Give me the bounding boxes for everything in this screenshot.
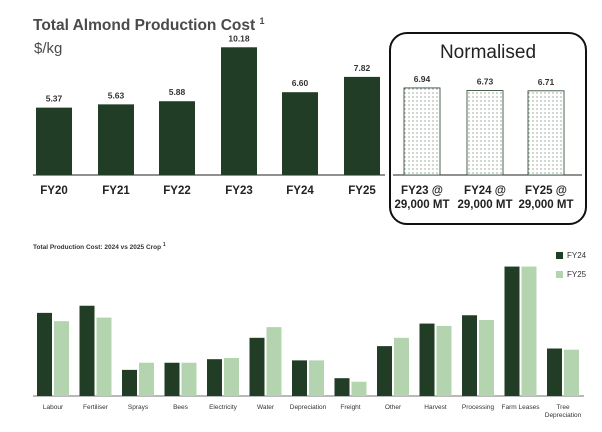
bar-fy24-processing (462, 315, 477, 396)
x-tick-label: FY25 @ (525, 185, 567, 197)
x-tick-label: FY23 @ (401, 185, 443, 197)
data-label: 6.71 (538, 77, 555, 87)
bar-fy25-labour (54, 321, 69, 396)
bar-fy25-depreciation (309, 360, 324, 396)
x-tick-label: 29,000 MT (458, 199, 513, 211)
x-tick-label: FY22 (163, 185, 191, 197)
bar-fy24 (282, 92, 318, 175)
bar-normalised-1 (403, 87, 441, 176)
x-tick-label: Processing (462, 404, 495, 411)
bar-fy24-labour (37, 312, 52, 396)
bar-fy20 (36, 107, 72, 175)
bottom-chart-title: Total Production Cost: 2024 vs 2025 Crop… (33, 242, 166, 252)
x-tick-label: Bees (173, 404, 189, 411)
bar-fy24-harvest (419, 323, 435, 396)
legend-fy24-label: FY24 (567, 251, 587, 260)
x-tick-label: FY24 (286, 185, 314, 197)
bar-fy25-bees (181, 362, 197, 396)
data-label: 5.88 (169, 87, 186, 97)
bar-fy25 (344, 76, 380, 175)
x-tick-label: 29,000 MT (395, 199, 450, 211)
bar-fy25-other (394, 337, 409, 396)
bar-fy24-sprays (122, 369, 137, 396)
data-label: 6.94 (414, 74, 431, 84)
bar-fy25-electricity (224, 358, 239, 396)
normalised-label: Normalised (439, 42, 537, 63)
bar-fy25-harvest (436, 325, 452, 396)
x-tick-label: Freight (340, 404, 360, 411)
bar-fy25-freight (351, 381, 367, 396)
x-tick-label: Depreciation (545, 412, 582, 419)
bar-normalised-3 (527, 90, 565, 176)
data-label: 5.63 (108, 90, 125, 100)
bar-fy24-electricity (207, 359, 222, 396)
bar-fy25-fertiliser (96, 317, 112, 396)
data-label: 10.18 (228, 33, 250, 43)
bar-fy23 (221, 47, 257, 175)
top-bar-chart: 5.37 FY20 5.63 FY21 5.88 FY22 10.18 FY23 6.60 FY2… (33, 33, 582, 211)
x-tick-label: Harvest (424, 404, 447, 411)
chart-title: Total Almond Production Cost 1 (33, 16, 265, 35)
legend-fy24: FY24 (556, 251, 586, 260)
x-tick-label: Electricity (209, 404, 238, 411)
x-tick-label: FY25 (348, 185, 376, 197)
x-tick-label: Fertiliser (83, 404, 109, 411)
legend-fy25-swatch (556, 271, 563, 278)
x-tick-label: FY24 @ (464, 185, 506, 197)
x-tick-label: Labour (43, 404, 64, 411)
normalised-group-frame (389, 32, 587, 225)
bar-fy25-farm-leases (521, 266, 537, 396)
bar-fy25-sprays (139, 362, 154, 396)
bar-normalised-2 (466, 90, 504, 176)
bar-fy25-processing (479, 320, 494, 396)
bar-fy24-farm-leases (504, 266, 520, 396)
bar-fy24-freight (334, 378, 350, 396)
bar-fy24-other (377, 346, 392, 396)
x-tick-label: Sprays (128, 404, 149, 411)
data-label: 6.60 (292, 78, 309, 88)
bar-fy24-depreciation (292, 360, 307, 396)
data-label: 5.37 (46, 94, 63, 104)
bar-fy25-water (266, 327, 282, 396)
x-tick-label: FY23 (225, 185, 253, 197)
bar-fy22 (159, 101, 195, 175)
x-tick-label: FY20 (40, 185, 68, 197)
legend-fy25: FY25 (556, 270, 586, 279)
data-label: 7.82 (354, 63, 371, 73)
x-tick-label: Other (385, 404, 402, 411)
x-tick-label: 29,000 MT (519, 199, 574, 211)
data-label: 6.73 (477, 77, 494, 87)
bar-fy24-bees (164, 362, 180, 396)
x-tick-label: Depreciation (290, 404, 327, 411)
legend-fy24-swatch (556, 252, 563, 259)
x-tick-label: Farm Leases (502, 404, 541, 411)
bar-fy25-tree-depreciation (564, 349, 579, 396)
x-tick-label: Water (257, 404, 275, 411)
y-axis-unit: $/kg (34, 40, 63, 57)
legend-fy25-label: FY25 (567, 270, 587, 279)
x-tick-label: FY21 (102, 185, 130, 197)
bar-fy24-tree-depreciation (547, 348, 562, 396)
bar-fy24-fertiliser (79, 305, 95, 396)
x-tick-label: Tree (556, 404, 570, 411)
bar-fy24-water (249, 337, 265, 396)
bar-fy21 (98, 104, 134, 175)
